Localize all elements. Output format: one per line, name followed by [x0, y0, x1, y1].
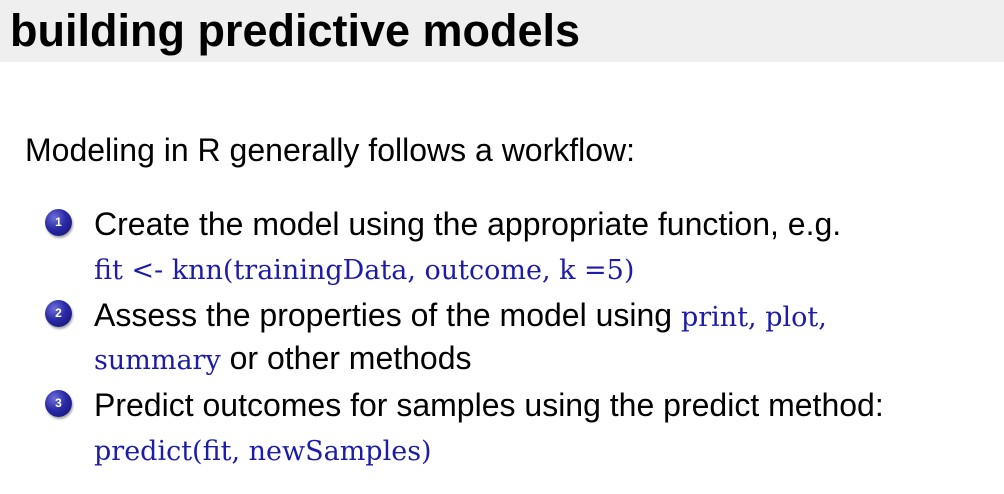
step-2-text-line-2: or other methods [220, 340, 472, 376]
step-2-summary-code: summary [94, 345, 221, 376]
step-2-line-1: Assess the properties of the model using… [94, 293, 827, 340]
step-2-inline-code: print, plot, [680, 302, 827, 333]
step-2-text: Assess the properties of the model using [94, 297, 673, 333]
step-3-code-line: predict(fit, newSamples) [94, 427, 432, 474]
step-1-bullet-icon: 1 [45, 209, 72, 236]
step-2-bullet-icon: 2 [45, 300, 72, 327]
step-3-text: Predict outcomes for samples using the p… [94, 387, 884, 423]
step-3-code: predict(fit, newSamples) [94, 436, 432, 467]
step-1-text: Create the model using the appropriate f… [94, 206, 842, 242]
intro-text: Modeling in R generally follows a workfl… [25, 132, 636, 168]
step-1-code-line: fit <- knn(trainingData, outcome, k =5) [94, 246, 634, 293]
step-2-line-2: summary or other methods [94, 336, 472, 383]
slide-title: building predictive models [10, 5, 581, 56]
step-1-code: fit <- knn(trainingData, outcome, k =5) [94, 255, 635, 286]
title-bar: building predictive models [0, 0, 1004, 62]
step-3-bullet-icon: 3 [45, 390, 72, 417]
